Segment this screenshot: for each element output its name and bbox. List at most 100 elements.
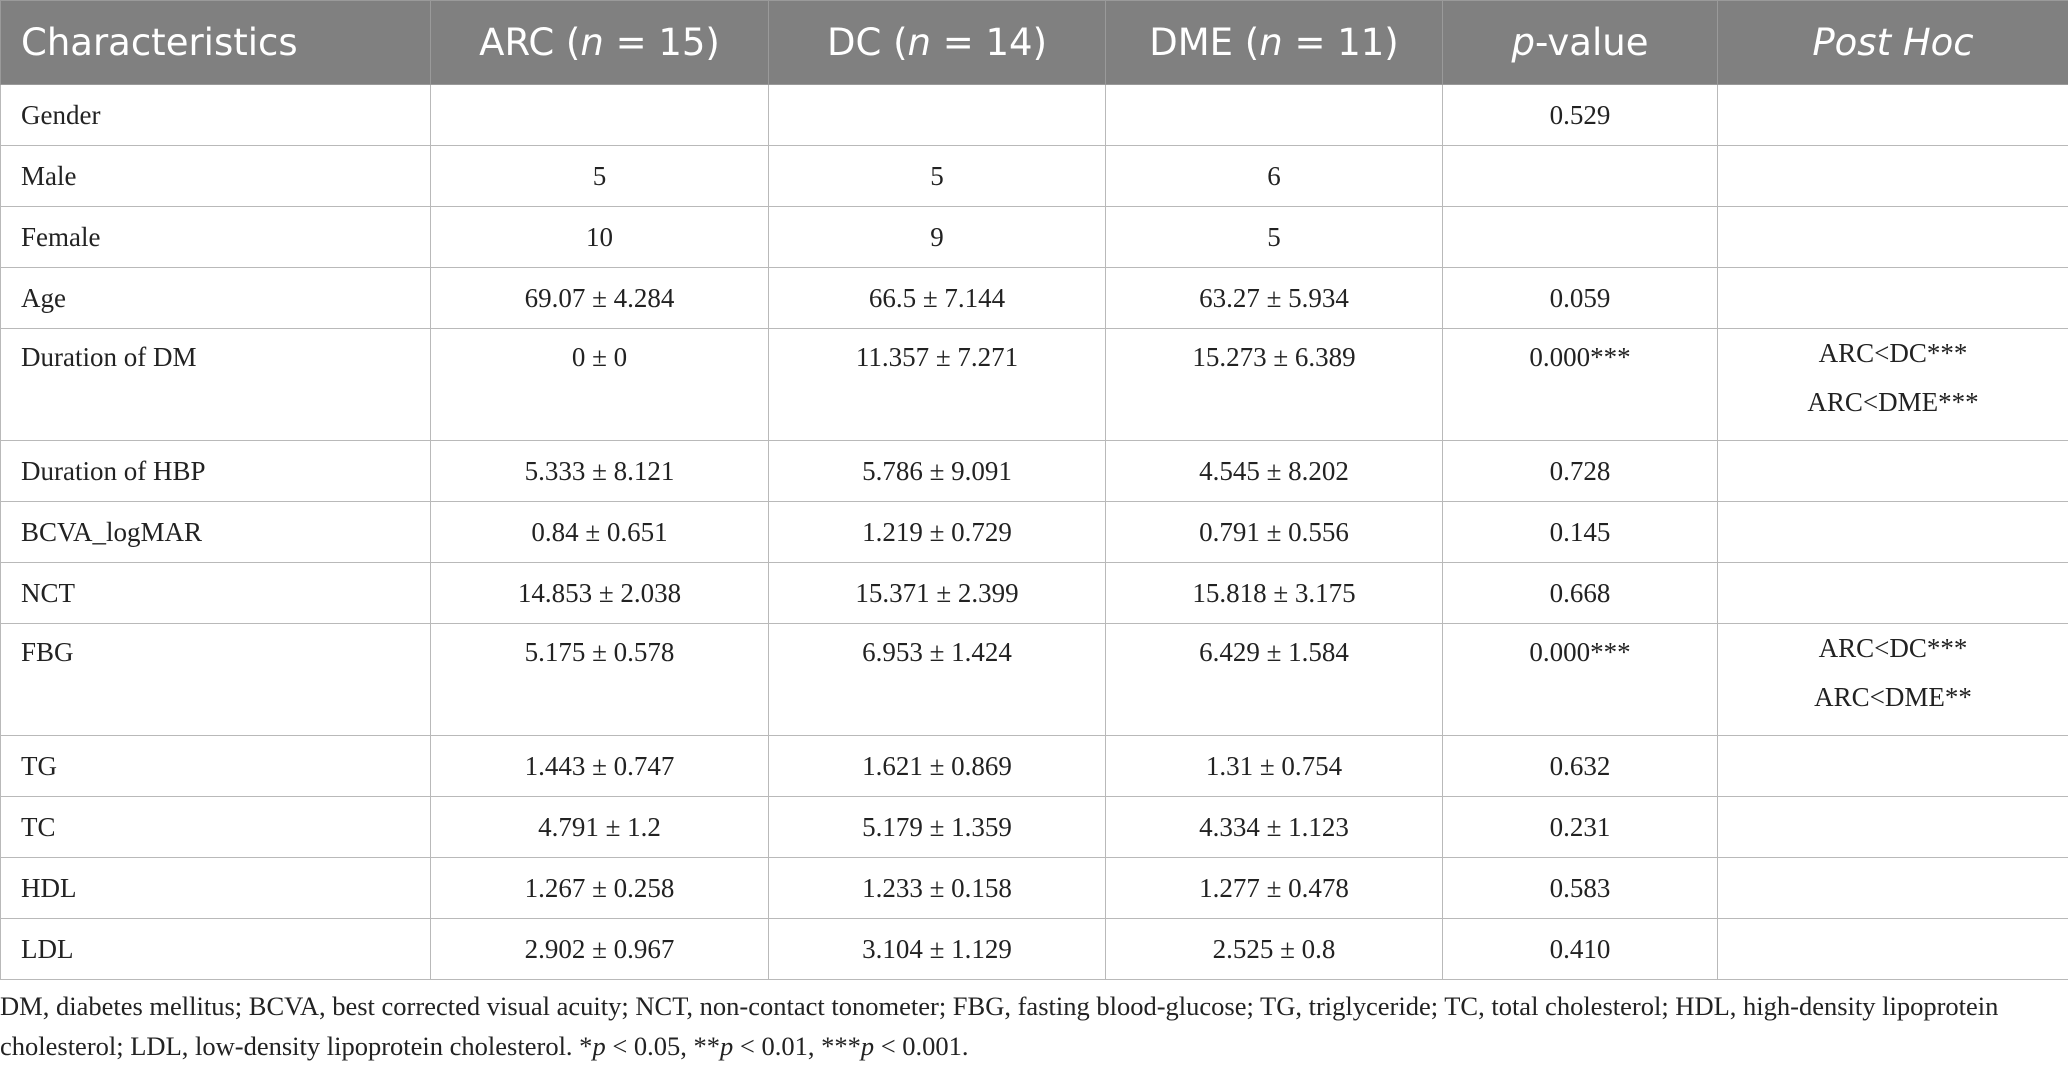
cell-dc: 1.219 ± 0.729 [768, 501, 1106, 563]
cell-arc: 1.267 ± 0.258 [430, 857, 769, 919]
footnote-t3: < 0.001. [874, 1031, 969, 1061]
cell-dme: 4.545 ± 8.202 [1105, 440, 1443, 502]
cell-post-hoc: ARC<DC*** ARC<DME*** [1717, 328, 2068, 441]
cell-arc: 0 ± 0 [430, 328, 769, 441]
cell-arc: 0.84 ± 0.651 [430, 501, 769, 563]
cell-dme: 15.273 ± 6.389 [1105, 328, 1443, 441]
row-label: Gender [0, 84, 431, 146]
header-dc-n: n [907, 21, 931, 64]
table-row: FBG 5.175 ± 0.578 6.953 ± 1.424 6.429 ± … [0, 623, 2068, 736]
header-arc-count: = 15) [603, 21, 720, 64]
cell-dc: 5.786 ± 9.091 [768, 440, 1106, 502]
cell-arc: 5.333 ± 8.121 [430, 440, 769, 502]
table-footnote: DM, diabetes mellitus; BCVA, best correc… [0, 986, 2040, 1066]
cell-dc: 11.357 ± 7.271 [768, 328, 1106, 441]
cell-dc: 15.371 ± 2.399 [768, 562, 1106, 624]
cell-dme: 5 [1105, 206, 1443, 268]
cell-dc: 3.104 ± 1.129 [768, 918, 1106, 980]
table-row: Age 69.07 ± 4.284 66.5 ± 7.144 63.27 ± 5… [0, 267, 2068, 329]
cell-p-value: 0.000*** [1442, 328, 1718, 441]
cell-arc: 2.902 ± 0.967 [430, 918, 769, 980]
cell-dme: 63.27 ± 5.934 [1105, 267, 1443, 329]
characteristics-table: Characteristics ARC ( n = 15) DC (n = 14)… [0, 0, 2068, 980]
table-row: TC 4.791 ± 1.2 5.179 ± 1.359 4.334 ± 1.1… [0, 796, 2068, 858]
post-hoc-line: ARC<DME** [1814, 682, 1972, 712]
footnote-p2: p [720, 1031, 734, 1061]
cell-post-hoc [1717, 501, 2068, 563]
row-label: NCT [0, 562, 431, 624]
row-label: Duration of DM [0, 328, 431, 441]
cell-dme: 0.791 ± 0.556 [1105, 501, 1443, 563]
cell-dc: 1.621 ± 0.869 [768, 735, 1106, 797]
row-label: LDL [0, 918, 431, 980]
header-dc-count: = 14) [930, 21, 1048, 64]
cell-post-hoc [1717, 440, 2068, 502]
header-post-hoc-label: Post Hoc [1812, 21, 1974, 64]
cell-dc: 1.233 ± 0.158 [768, 857, 1106, 919]
cell-p-value: 0.632 [1442, 735, 1718, 797]
cell-arc: 5 [430, 145, 769, 207]
cell-arc: 1.443 ± 0.747 [430, 735, 769, 797]
post-hoc-line: ARC<DC*** [1818, 338, 1968, 368]
header-p-value: p-value [1442, 0, 1718, 85]
cell-post-hoc: ARC<DC*** ARC<DME** [1717, 623, 2068, 736]
cell-post-hoc [1717, 206, 2068, 268]
cell-p-value: 0.583 [1442, 857, 1718, 919]
header-dme-count: = 11) [1282, 21, 1399, 64]
post-hoc-line: ARC<DME*** [1807, 387, 1979, 417]
row-label: FBG [0, 623, 431, 736]
cell-arc: 4.791 ± 1.2 [430, 796, 769, 858]
cell-arc: 69.07 ± 4.284 [430, 267, 769, 329]
row-label: TC [0, 796, 431, 858]
header-characteristics: Characteristics [0, 0, 431, 85]
header-dc: DC (n = 14) [768, 0, 1106, 85]
cell-dc: 66.5 ± 7.144 [768, 267, 1106, 329]
cell-p-value: 0.145 [1442, 501, 1718, 563]
row-label: BCVA_logMAR [0, 501, 431, 563]
footnote-p1: p [592, 1031, 606, 1061]
cell-post-hoc [1717, 918, 2068, 980]
header-arc-name: ARC ( [479, 21, 581, 64]
cell-p-value: 0.410 [1442, 918, 1718, 980]
row-label: Age [0, 267, 431, 329]
row-label: TG [0, 735, 431, 797]
cell-post-hoc [1717, 84, 2068, 146]
table-row: Gender 0.529 [0, 84, 2068, 146]
cell-p-value [1442, 145, 1718, 207]
cell-dme: 15.818 ± 3.175 [1105, 562, 1443, 624]
row-label: Duration of HBP [0, 440, 431, 502]
table-row: TG 1.443 ± 0.747 1.621 ± 0.869 1.31 ± 0.… [0, 735, 2068, 797]
cell-dme: 1.277 ± 0.478 [1105, 857, 1443, 919]
header-p-italic: p [1511, 21, 1536, 64]
row-label: Female [0, 206, 431, 268]
header-dme: DME (n = 11) [1105, 0, 1443, 85]
table-row: Male 5 5 6 [0, 145, 2068, 207]
cell-dc: 5.179 ± 1.359 [768, 796, 1106, 858]
cell-p-value: 0.000*** [1442, 623, 1718, 736]
cell-post-hoc [1717, 735, 2068, 797]
cell-dc [768, 84, 1106, 146]
table-header-row: Characteristics ARC ( n = 15) DC (n = 14)… [0, 0, 2068, 85]
cell-post-hoc [1717, 145, 2068, 207]
cell-dc: 9 [768, 206, 1106, 268]
row-label: HDL [0, 857, 431, 919]
cell-dme: 1.31 ± 0.754 [1105, 735, 1443, 797]
cell-post-hoc [1717, 796, 2068, 858]
footnote-p3: p [860, 1031, 875, 1061]
row-label: Male [0, 145, 431, 207]
cell-dme: 4.334 ± 1.123 [1105, 796, 1443, 858]
table-row: NCT 14.853 ± 2.038 15.371 ± 2.399 15.818… [0, 562, 2068, 624]
table-row: Female 10 9 5 [0, 206, 2068, 268]
cell-p-value: 0.529 [1442, 84, 1718, 146]
header-dme-name: DME ( [1149, 21, 1260, 64]
cell-p-value [1442, 206, 1718, 268]
cell-arc: 14.853 ± 2.038 [430, 562, 769, 624]
table-row: BCVA_logMAR 0.84 ± 0.651 1.219 ± 0.729 0… [0, 501, 2068, 563]
table-row: LDL 2.902 ± 0.967 3.104 ± 1.129 2.525 ± … [0, 918, 2068, 980]
post-hoc-line: ARC<DC*** [1818, 633, 1968, 663]
cell-dme [1105, 84, 1443, 146]
cell-post-hoc [1717, 562, 2068, 624]
header-post-hoc: Post Hoc [1717, 0, 2068, 85]
cell-post-hoc [1717, 267, 2068, 329]
table-row: Duration of DM 0 ± 0 11.357 ± 7.271 15.2… [0, 328, 2068, 441]
